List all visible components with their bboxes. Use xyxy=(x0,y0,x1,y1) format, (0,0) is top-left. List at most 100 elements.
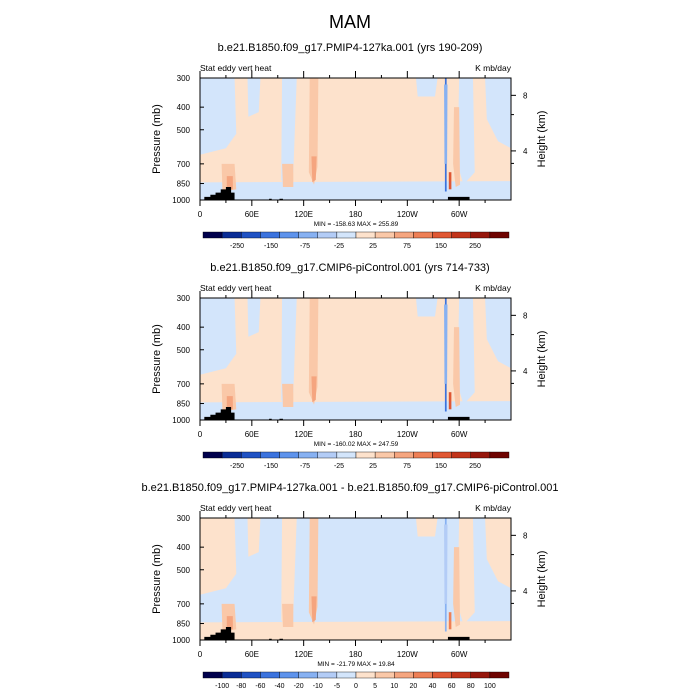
field-region xyxy=(200,621,511,640)
y-tick-label: 500 xyxy=(177,346,191,355)
y2-tick-label: 8 xyxy=(523,531,528,540)
colorbar-swatch xyxy=(279,451,299,459)
field-region xyxy=(281,298,297,410)
y-tick-label: 300 xyxy=(177,514,191,523)
y-tick-label: 400 xyxy=(177,323,191,332)
field-region xyxy=(448,392,452,410)
colorbar-swatch xyxy=(355,231,376,239)
field-region xyxy=(453,547,461,628)
panel-title: b.e21.B1850.f09_g17.CMIP6-piControl.001 … xyxy=(210,262,489,274)
colorbar-swatch xyxy=(202,231,223,239)
colorbar-swatch xyxy=(489,671,510,679)
x-tick-label: 60W xyxy=(451,650,468,659)
colorbar-swatch xyxy=(394,671,414,679)
panel-3: b.e21.B1850.f09_g17.PMIP4-127ka.001 - b.… xyxy=(141,482,558,690)
colorbar-swatch xyxy=(432,231,452,239)
x-tick-label: 60E xyxy=(245,210,259,219)
y-tick-label: 850 xyxy=(177,620,191,629)
colorbar-swatch xyxy=(432,451,452,459)
colorbar-swatch xyxy=(221,451,242,459)
field-region xyxy=(311,376,317,403)
colorbar-swatch xyxy=(241,451,261,459)
colorbar-swatch xyxy=(221,671,242,679)
y2-axis-title: Height (km) xyxy=(536,551,548,608)
x-tick-label: 120W xyxy=(397,430,418,439)
terrain xyxy=(447,636,470,640)
field-region xyxy=(200,401,511,420)
colorbar-label: -150 xyxy=(264,463,278,470)
colorbar-label: -25 xyxy=(334,463,344,470)
colorbar-swatch xyxy=(451,671,471,679)
colorbar-swatch xyxy=(241,671,261,679)
x-tick-label: 180 xyxy=(349,430,363,439)
colorbar-swatch xyxy=(336,451,357,459)
field-region xyxy=(448,612,452,630)
x-tick-label: 60E xyxy=(245,650,259,659)
y-tick-label: 700 xyxy=(177,380,191,389)
colorbar-swatch xyxy=(374,451,395,459)
colorbar-label: -250 xyxy=(230,463,244,470)
y-tick-label: 700 xyxy=(177,600,191,609)
y-axis-title: Pressure (mb) xyxy=(151,104,163,174)
colorbar-label: 250 xyxy=(469,243,481,250)
x-tick-label: 0 xyxy=(198,210,203,219)
colorbar-label: -100 xyxy=(215,683,229,690)
min-max-stats: MIN = -21.79 MAX = 19.84 xyxy=(317,661,395,668)
field-region xyxy=(444,84,448,164)
field-region xyxy=(247,78,261,117)
field-region xyxy=(282,603,294,628)
y2-tick-label: 4 xyxy=(523,367,528,376)
y-tick-label: 1000 xyxy=(172,196,190,205)
field-region xyxy=(281,78,297,190)
field-region xyxy=(485,518,511,589)
colorbar-swatch xyxy=(432,671,452,679)
colorbar-swatch xyxy=(355,671,376,679)
colorbar-swatch xyxy=(202,451,223,459)
y-tick-label: 300 xyxy=(177,74,191,83)
y2-axis-title: Height (km) xyxy=(536,331,548,388)
colorbar-label: 75 xyxy=(403,463,411,470)
colorbar-swatch xyxy=(336,231,357,239)
figure-title: MAM xyxy=(329,12,371,32)
colorbar-swatch xyxy=(451,231,471,239)
colorbar-label: 40 xyxy=(429,683,437,690)
colorbar-swatch xyxy=(298,451,318,459)
colorbar-label: -20 xyxy=(294,683,304,690)
field-region xyxy=(457,78,475,185)
colorbar-swatch xyxy=(317,231,338,239)
colorbar-label: 250 xyxy=(469,463,481,470)
y-tick-label: 850 xyxy=(177,400,191,409)
colorbar-swatch xyxy=(413,671,433,679)
field-region xyxy=(200,181,511,200)
panel-title: b.e21.B1850.f09_g17.PMIP4-127ka.001 - b.… xyxy=(141,482,558,494)
x-tick-label: 0 xyxy=(198,430,203,439)
field-region xyxy=(247,518,261,557)
x-tick-label: 180 xyxy=(349,210,363,219)
colorbar-swatch xyxy=(413,451,433,459)
x-tick-label: 60W xyxy=(451,210,468,219)
panel-2: b.e21.B1850.f09_g17.CMIP6-piControl.001 … xyxy=(151,262,548,470)
colorbar-label: 150 xyxy=(435,463,447,470)
colorbar-swatch xyxy=(202,671,223,679)
terrain xyxy=(204,407,235,420)
field-region xyxy=(415,518,438,537)
colorbar-swatch xyxy=(298,231,318,239)
x-tick-label: 0 xyxy=(198,650,203,659)
colorbar-label: 80 xyxy=(467,683,475,690)
colorbar-label: -80 xyxy=(236,683,246,690)
colorbar-label: -10 xyxy=(313,683,323,690)
field-region xyxy=(453,107,461,188)
field-region xyxy=(282,163,294,188)
field-region xyxy=(444,304,448,384)
panel-right-label: K mb/day xyxy=(475,63,512,73)
x-tick-label: 60E xyxy=(245,430,259,439)
colorbar-swatch xyxy=(298,671,318,679)
colorbar-label: -75 xyxy=(300,463,310,470)
y2-tick-label: 8 xyxy=(523,311,528,320)
colorbar-label: 150 xyxy=(435,243,447,250)
field-region xyxy=(200,518,237,595)
min-max-stats: MIN = -158.63 MAX = 255.89 xyxy=(314,221,399,228)
y-tick-label: 1000 xyxy=(172,416,190,425)
field-region xyxy=(415,298,438,317)
colorbar-swatch xyxy=(221,231,242,239)
